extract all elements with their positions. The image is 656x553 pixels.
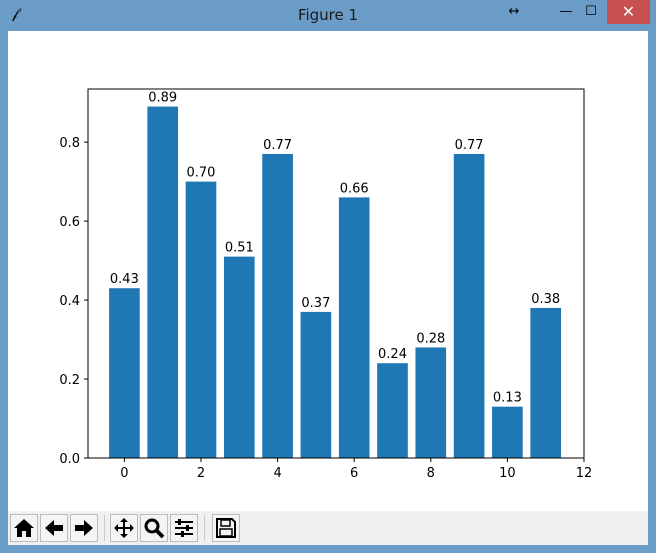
data-label: 0.37 (301, 296, 330, 311)
data-label: 0.28 (416, 331, 445, 346)
window-title: Figure 1 (297, 6, 359, 24)
data-label: 0.77 (263, 138, 292, 153)
feather-icon: 𝒻 (12, 6, 19, 22)
back-button[interactable] (40, 514, 68, 542)
sliders-icon (175, 519, 193, 537)
y-tick-label: 0.8 (59, 136, 80, 151)
navigation-toolbar (8, 511, 648, 545)
home-button[interactable] (10, 514, 38, 542)
toolbar-separator (204, 515, 205, 541)
maximize-button[interactable]: ☐ (585, 4, 597, 19)
data-label: 0.66 (340, 181, 369, 196)
window-border (0, 545, 656, 553)
y-tick-label: 0.0 (59, 452, 80, 467)
zoom-button[interactable] (140, 514, 168, 542)
close-button[interactable]: ✕ (607, 0, 650, 24)
data-label: 0.38 (531, 292, 560, 307)
minimize-button[interactable]: — (559, 4, 573, 19)
x-tick-label: 2 (197, 466, 205, 481)
save-button[interactable] (212, 514, 240, 542)
arrow-left-icon (45, 520, 63, 536)
data-label: 0.24 (378, 347, 407, 362)
bar (223, 256, 255, 458)
configure-subplots-button[interactable] (170, 514, 198, 542)
bar (492, 406, 523, 458)
figure-canvas: 0.43 0.89 0.70 0.51 0.77 0.37 0.66 0.24 0.28 0.77… (8, 31, 648, 545)
resize-button[interactable]: ↔ (508, 4, 520, 19)
floppy-icon (216, 518, 236, 538)
pan-button[interactable] (110, 514, 138, 542)
bar (109, 288, 140, 458)
data-label: 0.51 (225, 241, 254, 256)
bar (185, 181, 217, 458)
move-icon (114, 518, 134, 538)
data-label: 0.70 (187, 166, 216, 181)
y-tick-label: 0.2 (59, 373, 80, 388)
toolbar-separator (104, 515, 105, 541)
bar (377, 363, 408, 458)
y-tick-label: 0.4 (59, 294, 80, 309)
x-tick-label: 8 (427, 466, 435, 481)
data-label: 0.13 (493, 391, 522, 406)
magnifier-icon (144, 518, 165, 539)
x-tick-label: 12 (576, 466, 593, 481)
title-bar: 𝒻 Figure 1 ↔ — ☐ ✕ (0, 0, 656, 31)
bar (262, 153, 293, 458)
bar (300, 311, 332, 458)
x-tick-label: 4 (273, 466, 281, 481)
plot-frame (87, 88, 585, 459)
data-label: 0.77 (455, 138, 484, 153)
bar (530, 307, 562, 458)
bar-chart[interactable]: 0.430.890.700.510.770.370.660.240.280.77… (8, 31, 648, 511)
data-label: 0.43 (110, 272, 139, 287)
bar (338, 197, 370, 458)
bar (415, 347, 447, 458)
bar (453, 153, 485, 458)
forward-button[interactable] (70, 514, 98, 542)
x-tick-label: 6 (350, 466, 358, 481)
home-icon (14, 519, 34, 537)
arrow-right-icon (75, 520, 93, 536)
y-tick-label: 0.6 (59, 215, 80, 230)
bar (147, 106, 179, 459)
x-tick-label: 0 (120, 466, 128, 481)
data-label: 0.89 (148, 91, 177, 106)
x-tick-label: 10 (499, 466, 516, 481)
